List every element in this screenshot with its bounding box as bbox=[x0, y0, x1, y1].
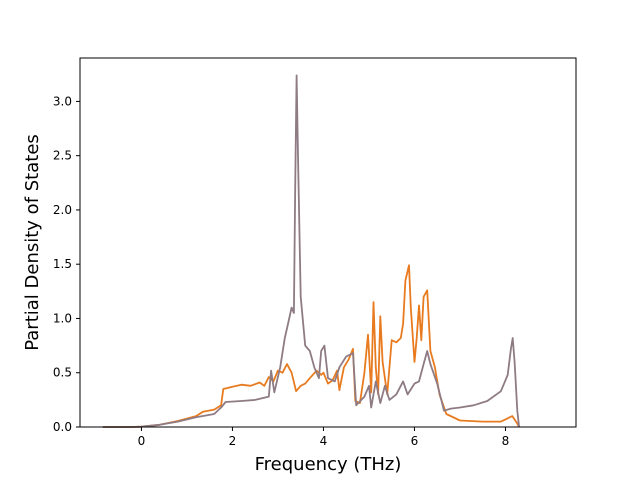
x-tick-label: 8 bbox=[502, 434, 510, 448]
plot-frame bbox=[79, 57, 577, 428]
y-tick-label: 1.0 bbox=[53, 311, 72, 325]
series-layer bbox=[102, 74, 520, 428]
x-tick-label: 4 bbox=[320, 434, 328, 448]
y-tick-label: 2.5 bbox=[53, 149, 72, 163]
x-axis-ticks: 0 2 4 6 8 bbox=[138, 427, 510, 448]
x-tick-label: 2 bbox=[229, 434, 237, 448]
x-tick-label: 0 bbox=[138, 434, 146, 448]
series-line-1 bbox=[102, 264, 520, 428]
y-tick-label: 0.5 bbox=[53, 366, 72, 380]
y-tick-label: 0.0 bbox=[53, 420, 72, 434]
y-axis-label: Partial Density of States bbox=[22, 134, 43, 351]
x-axis-label: Frequency (THz) bbox=[255, 454, 402, 475]
y-axis-ticks: 0.0 0.5 1.0 1.5 2.0 2.5 3.0 bbox=[53, 94, 80, 434]
y-tick-label: 1.5 bbox=[53, 257, 72, 271]
y-tick-label: 3.0 bbox=[53, 94, 72, 108]
x-tick-label: 6 bbox=[411, 434, 419, 448]
series-line-2 bbox=[102, 74, 520, 428]
y-tick-label: 2.0 bbox=[53, 203, 72, 217]
